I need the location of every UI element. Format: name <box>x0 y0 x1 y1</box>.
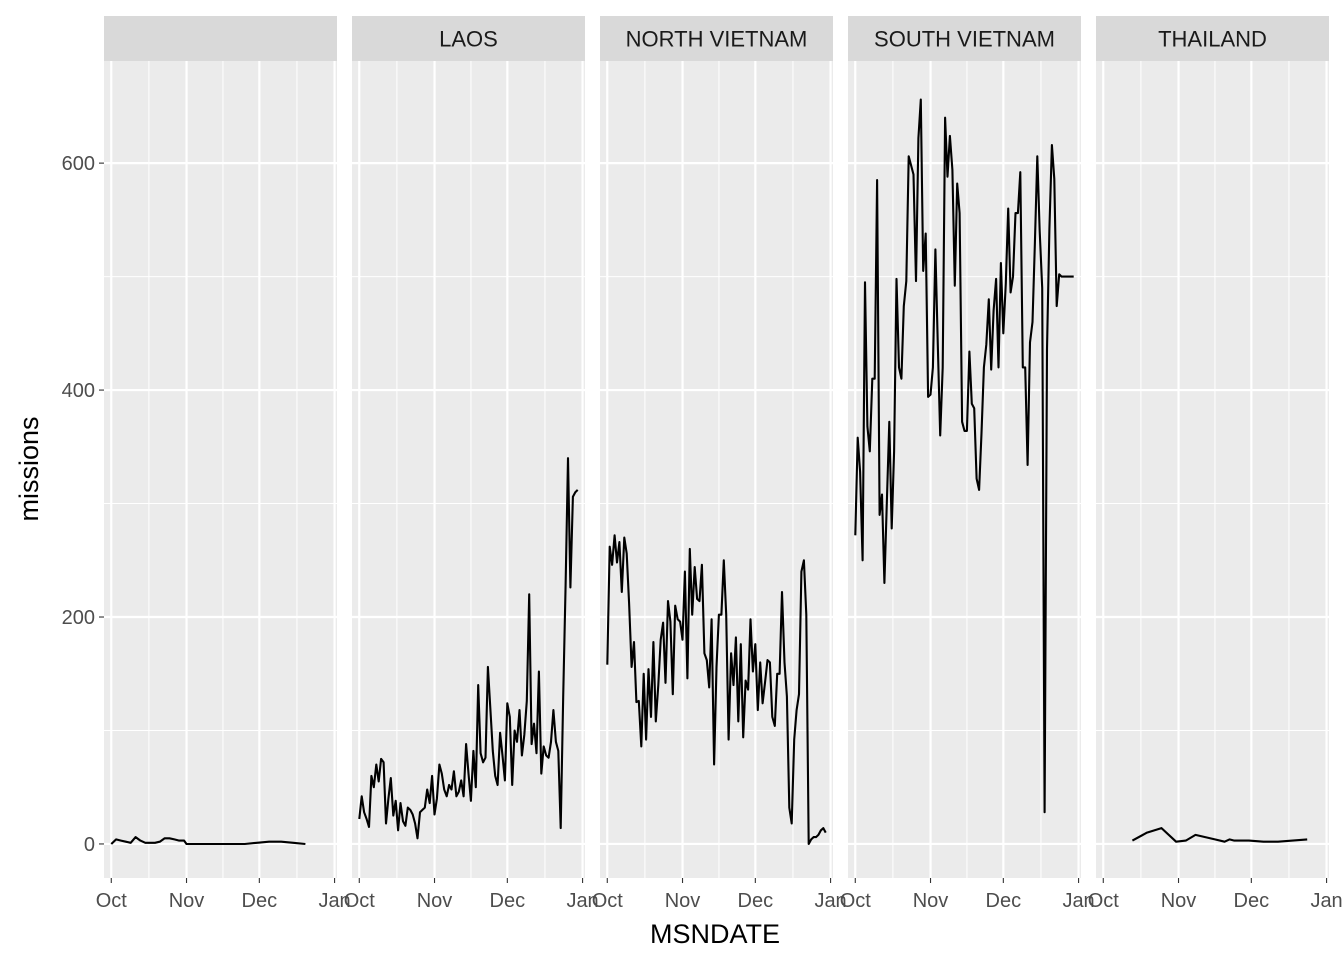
series-line <box>606 534 827 846</box>
panel-background <box>1096 61 1329 878</box>
facet-strip-label: THAILAND <box>1158 27 1267 52</box>
facet-panel: Oct Nov Dec Jan NORTH VIETNAM <box>592 16 847 912</box>
series-line <box>854 98 1074 814</box>
x-tick-label: Oct <box>96 890 128 912</box>
x-tick-label: Nov <box>169 890 205 912</box>
x-tick-label: Nov <box>417 890 453 912</box>
x-tick-label: Nov <box>913 890 949 912</box>
x-tick-label: Dec <box>986 890 1022 912</box>
facet-panel: Oct Nov Dec Jan SOUTH VIETNAM <box>840 16 1095 912</box>
facet-strip <box>1096 16 1329 61</box>
y-tick-label: 400 <box>62 380 95 402</box>
facet-panel: Oct Nov Dec Jan LAOS <box>344 16 599 912</box>
x-tick-label: Jan <box>1062 890 1094 912</box>
y-tick-label: 600 <box>62 153 95 175</box>
y-axis-title: missions <box>14 416 44 521</box>
panel-background <box>600 61 833 878</box>
x-axis-title: MSNDATE <box>650 919 780 949</box>
x-tick-label: Oct <box>344 890 376 912</box>
facet-strip-label: NORTH VIETNAM <box>626 27 808 52</box>
y-tick-label: 0 <box>84 834 95 856</box>
x-tick-label: Jan <box>1310 890 1342 912</box>
series-line <box>1131 827 1308 843</box>
x-tick-label: Nov <box>665 890 701 912</box>
panel-background <box>352 61 585 878</box>
series-line <box>110 836 306 846</box>
facet-strip <box>104 16 337 61</box>
x-tick-label: Dec <box>738 890 774 912</box>
x-tick-label: Oct <box>592 890 624 912</box>
series-line <box>358 457 579 840</box>
x-tick-label: Dec <box>242 890 278 912</box>
x-tick-label: Oct <box>840 890 872 912</box>
facet-strip-label: SOUTH VIETNAM <box>874 27 1055 52</box>
x-tick-label: Nov <box>1161 890 1197 912</box>
facet-panel: Oct Nov Dec Jan THAILAND <box>1088 16 1343 912</box>
facet-strip <box>352 16 585 61</box>
x-tick-label: Oct <box>1088 890 1120 912</box>
y-tick-label: 200 <box>62 607 95 629</box>
panel-background <box>104 61 337 878</box>
x-tick-label: Dec <box>490 890 526 912</box>
x-tick-label: Jan <box>814 890 846 912</box>
x-tick-label: Jan <box>566 890 598 912</box>
x-tick-label: Dec <box>1234 890 1270 912</box>
facet-strip-label: LAOS <box>439 27 498 52</box>
facet-strip <box>848 16 1081 61</box>
x-tick-label: Jan <box>318 890 350 912</box>
facet-panel: Oct Nov Dec Jan <box>96 16 351 912</box>
facet-strip <box>600 16 833 61</box>
